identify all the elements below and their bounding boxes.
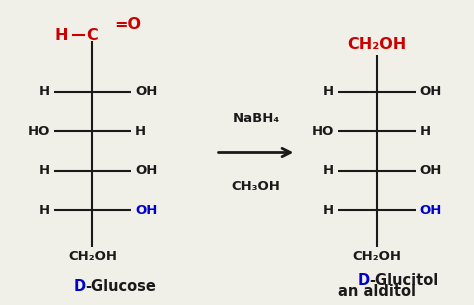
- Text: -Glucose: -Glucose: [85, 279, 156, 294]
- Text: HO: HO: [312, 125, 334, 138]
- Text: C: C: [87, 27, 98, 43]
- Text: H: H: [419, 125, 430, 138]
- Text: HO: HO: [27, 125, 50, 138]
- Text: an alditol: an alditol: [338, 284, 416, 299]
- Text: CH₂OH: CH₂OH: [352, 250, 401, 263]
- Text: OH: OH: [135, 204, 157, 217]
- Text: NaBH₄: NaBH₄: [232, 112, 280, 125]
- Text: CH₂OH: CH₂OH: [68, 250, 117, 263]
- Text: H: H: [323, 164, 334, 177]
- Text: OH: OH: [135, 85, 157, 98]
- Text: -Glucitol: -Glucitol: [370, 273, 439, 288]
- Text: OH: OH: [135, 164, 157, 177]
- Text: H: H: [39, 164, 50, 177]
- Text: CH₂OH: CH₂OH: [347, 37, 407, 52]
- Text: OH: OH: [419, 204, 442, 217]
- Text: =O: =O: [114, 17, 141, 32]
- Text: H: H: [323, 85, 334, 98]
- Text: OH: OH: [419, 164, 442, 177]
- Text: H: H: [55, 27, 68, 43]
- Text: D: D: [357, 273, 370, 288]
- Text: H: H: [39, 204, 50, 217]
- Text: D: D: [73, 279, 85, 294]
- Text: OH: OH: [419, 85, 442, 98]
- Text: H: H: [39, 85, 50, 98]
- Text: CH₃OH: CH₃OH: [231, 180, 281, 193]
- Text: H: H: [323, 204, 334, 217]
- Text: H: H: [135, 125, 146, 138]
